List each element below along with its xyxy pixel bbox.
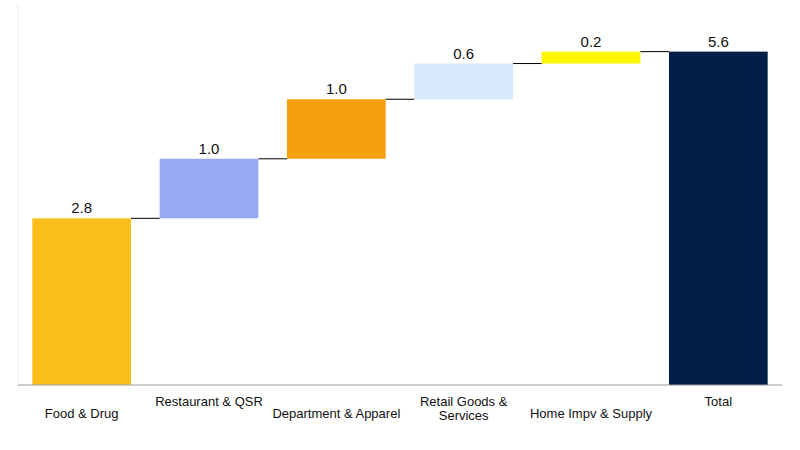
category-label: Total (705, 394, 733, 409)
category-label: Food & Drug (45, 406, 119, 421)
category-label: Department & Apparel (272, 406, 400, 421)
category-label: Retail Goods &Services (420, 394, 508, 423)
bar (414, 64, 513, 100)
data-label: 0.6 (453, 45, 474, 62)
data-label: 0.2 (581, 33, 602, 50)
connector (513, 63, 542, 64)
baseline (18, 385, 782, 386)
bar (287, 99, 386, 159)
connector (640, 51, 669, 52)
connector (258, 158, 287, 159)
y-axis-line (18, 4, 19, 385)
bar (669, 52, 768, 385)
category-label: Restaurant & QSR (155, 394, 263, 409)
data-label: 1.0 (199, 140, 220, 157)
data-label: 1.0 (326, 80, 347, 97)
connector (131, 218, 160, 219)
bar (542, 52, 641, 64)
bar (32, 218, 131, 385)
chart: 2.8 1.0 1.0 0.6 0.2 5.6 Food & Drug Restaurant … (0, 0, 800, 450)
connector (386, 99, 415, 100)
data-label: 5.6 (708, 33, 729, 50)
bars (32, 52, 767, 385)
bar (160, 159, 259, 219)
category-label: Home Impv & Supply (530, 406, 653, 421)
data-label: 2.8 (71, 199, 92, 216)
